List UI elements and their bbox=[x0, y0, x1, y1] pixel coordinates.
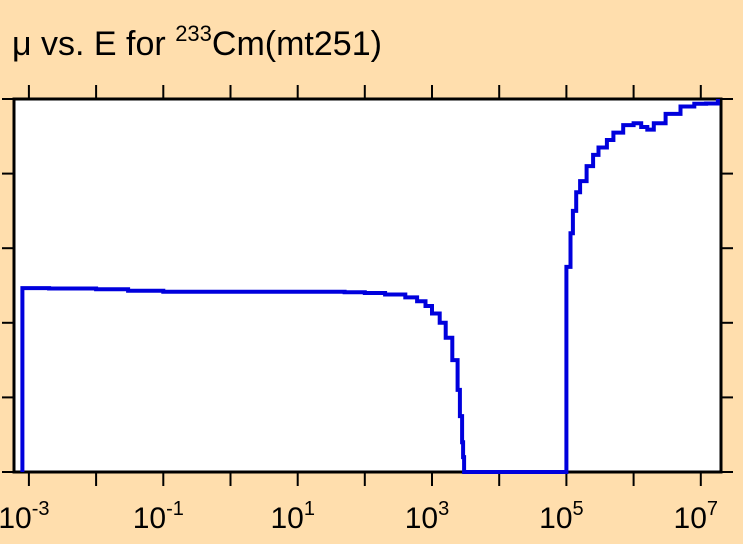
x-tick-label: 10-3 bbox=[0, 498, 49, 535]
x-tick-label-exponent: 1 bbox=[304, 498, 315, 520]
x-tick-label-exponent: -3 bbox=[32, 498, 50, 520]
x-tick-label: 105 bbox=[539, 498, 584, 535]
x-tick-label-base: 10 bbox=[674, 502, 707, 535]
x-tick-label: 101 bbox=[270, 498, 315, 535]
x-tick-label-exponent: 5 bbox=[573, 498, 584, 520]
x-tick-label-base: 10 bbox=[270, 502, 303, 535]
chart-title-superscript: 233 bbox=[175, 21, 212, 46]
x-axis-tick-labels: 10-3 10-1 101 103 105 107 bbox=[0, 498, 718, 535]
chart-title: μ vs. E for 233Cm(mt251) bbox=[12, 21, 382, 63]
y-axis-ticks bbox=[2, 98, 733, 473]
plot-area bbox=[12, 97, 723, 474]
x-tick-label-base: 10 bbox=[0, 502, 32, 535]
x-tick-label-base: 10 bbox=[539, 502, 572, 535]
x-tick-label-base: 10 bbox=[133, 502, 166, 535]
x-tick-label-exponent: -1 bbox=[166, 498, 184, 520]
x-tick-label-exponent: 7 bbox=[707, 498, 718, 520]
chart-title-prefix: μ vs. E for bbox=[12, 25, 175, 63]
x-tick-label: 107 bbox=[674, 498, 719, 535]
x-tick-label: 103 bbox=[405, 498, 450, 535]
x-tick-label-exponent: 3 bbox=[438, 498, 449, 520]
x-tick-label: 10-1 bbox=[133, 498, 184, 535]
x-tick-label-base: 10 bbox=[405, 502, 438, 535]
x-axis-ticks bbox=[27, 85, 702, 486]
series-line bbox=[20, 99, 720, 474]
chart-title-suffix: Cm(mt251) bbox=[212, 25, 382, 63]
